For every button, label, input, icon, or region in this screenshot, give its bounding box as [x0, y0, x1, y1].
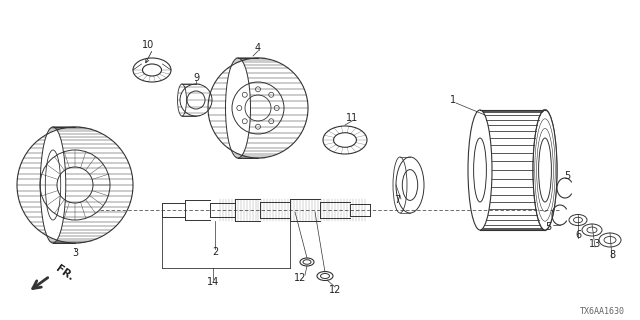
Text: 3: 3 — [72, 248, 78, 258]
Text: 6: 6 — [575, 230, 581, 240]
Text: 7: 7 — [394, 195, 400, 205]
Text: 1: 1 — [450, 95, 456, 105]
Text: 4: 4 — [255, 43, 261, 53]
Text: 8: 8 — [609, 250, 615, 260]
Text: 13: 13 — [589, 239, 601, 249]
Text: 2: 2 — [212, 247, 218, 257]
Text: 12: 12 — [329, 285, 341, 295]
Text: 11: 11 — [346, 113, 358, 123]
Text: 10: 10 — [142, 40, 154, 50]
Text: 5: 5 — [545, 222, 551, 232]
Text: 14: 14 — [207, 277, 219, 287]
Text: FR.: FR. — [54, 263, 76, 283]
Text: 9: 9 — [193, 73, 199, 83]
Text: 12: 12 — [294, 273, 306, 283]
Text: 5: 5 — [564, 171, 570, 181]
Text: TX6AA1630: TX6AA1630 — [579, 308, 625, 316]
